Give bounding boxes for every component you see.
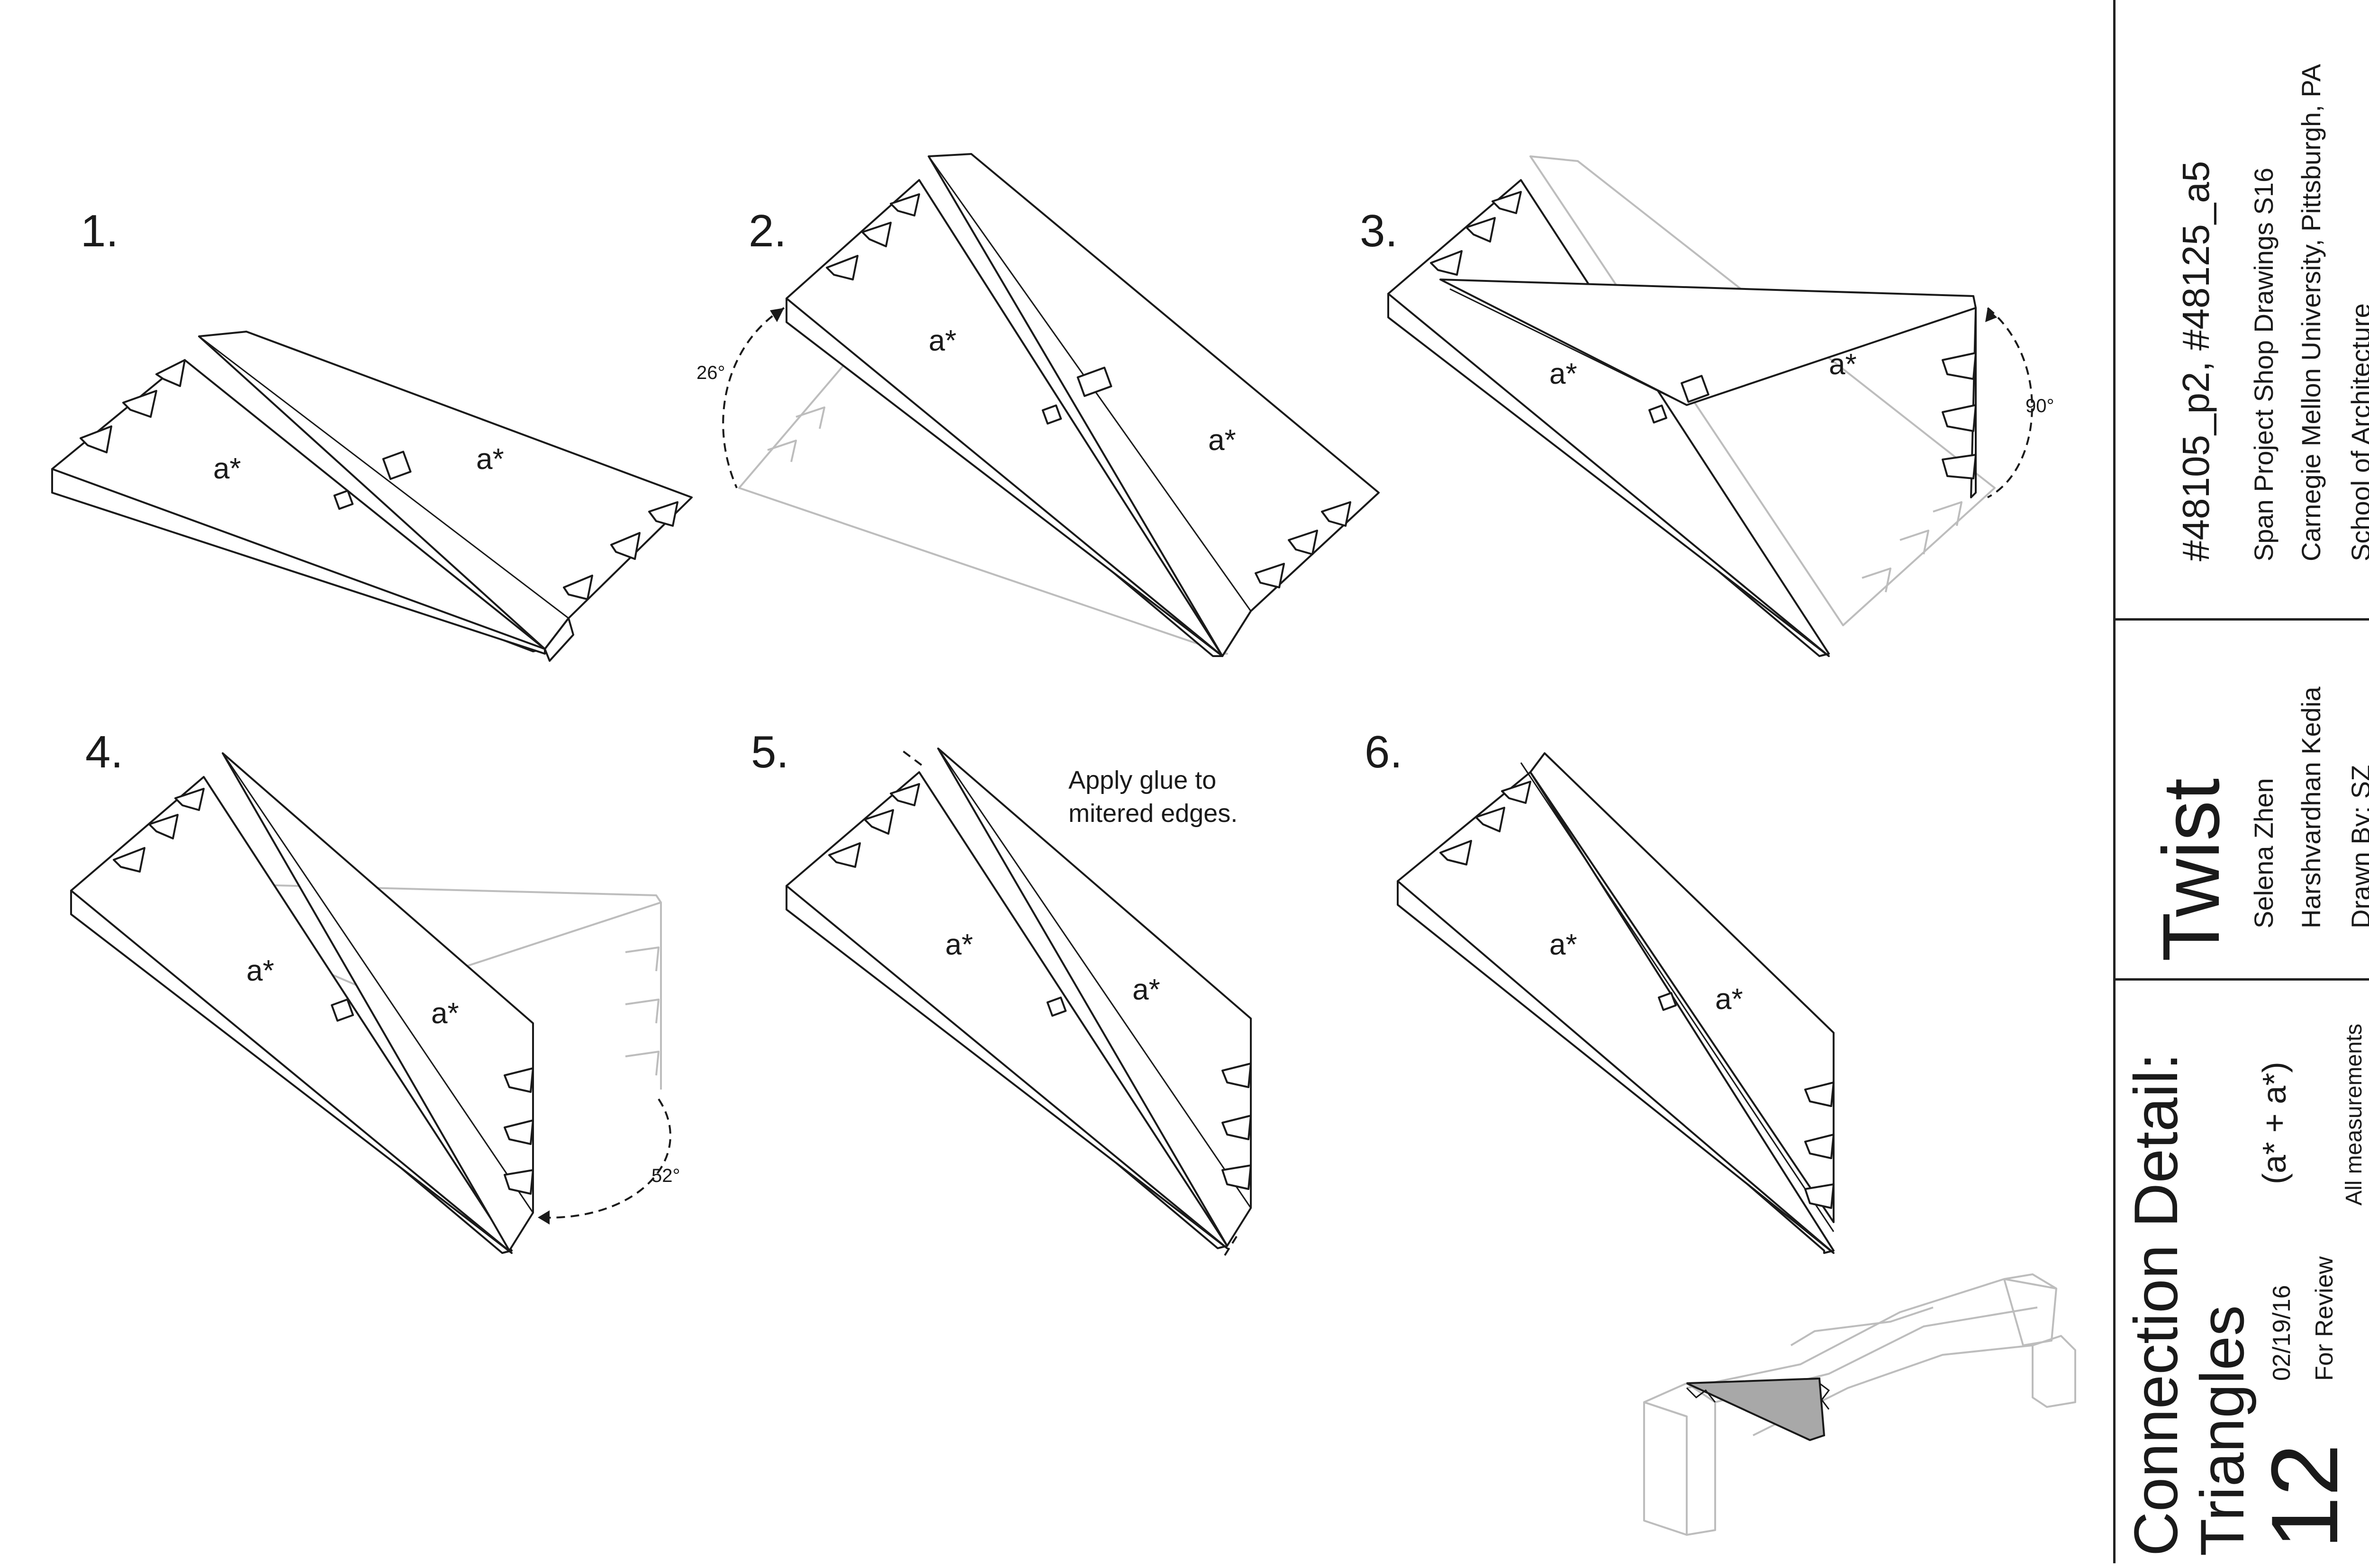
step-5-glue-arrow-bottom [1224,1235,1238,1256]
key-plan-diagram [1643,1273,2076,1536]
step-2-number: 2. [749,206,787,256]
measurements-note-line-1: All measurements [2342,1023,2367,1206]
step-5-label-left: a* [945,928,973,961]
step-5-left-dovetails [828,783,920,868]
step-6-right-dovetails [1804,1081,1835,1209]
step-2-angle: 26° [696,362,725,383]
step-1-diagram: 1. a* a* [51,206,693,662]
step-3-rotation-arc [1987,307,2033,498]
step-2-right-board [928,153,1380,657]
step-6-label-left: a* [1549,928,1577,961]
step-5-note-line-1: Apply glue to [1068,766,1216,794]
step-2-rotation-arc [722,307,785,488]
step-1-left-dovetails [80,359,186,453]
step-4-diagram: 4. 52° a* a* [70,727,680,1254]
step-1-label-left: a* [213,452,241,485]
step-4-right-dovetails [504,1067,534,1195]
author-1: Selena Zhen [2249,778,2279,928]
sheet-date: 02/19/16 [2268,1285,2296,1381]
step-3-right-dovetails [1942,352,1977,479]
drawn-by: Drawn By: SZ [2346,765,2369,928]
step-5-label-right: a* [1132,973,1160,1006]
step-2-diagram: 2. 26° a* a* [696,153,1380,657]
title-block-authors: Twist Selena Zhen Harshvardhan Kedia Dra… [2116,618,2369,981]
sheet-title-line-1: Connection Detail: [2121,1053,2190,1556]
sheet-status: For Review [2311,1256,2338,1381]
step-4-label-left: a* [246,955,274,987]
step-4-rotation-arc [537,1098,671,1219]
step-5-diagram: 5. Apply glue to mitered edges. a* a* [751,727,1252,1256]
formula: (a* + a*) [2256,1062,2293,1184]
step-6-number: 6. [1365,727,1402,777]
course-name: Span Project Shop Drawings S16 [2249,167,2279,561]
step-6-left-dovetails [1439,781,1531,865]
step-3-angle: 90° [2025,396,2054,416]
step-5-number: 5. [751,727,789,777]
step-2-label-left: a* [929,324,957,357]
author-2: Harshvardhan Kedia [2296,686,2326,928]
step-1-right-dovetails [563,501,678,600]
step-5-glue-arrow-top [902,750,922,766]
title-block: #48105_p2, #48125_a5 Span Project Shop D… [2113,0,2369,1563]
step-6-label-right: a* [1715,983,1743,1016]
step-4-angle: 52° [651,1165,680,1186]
title-block-project-info: #48105_p2, #48125_a5 Span Project Shop D… [2116,0,2369,618]
step-3-label-left: a* [1549,358,1577,390]
step-4-left-dovetails [113,788,205,873]
university-name: Carnegie Mellon University, Pittsburgh, … [2296,64,2326,561]
step-3-left-board [1387,179,1830,657]
sheet-number: 12 [2252,1443,2358,1549]
step-2-right-dovetails [1255,501,1351,588]
step-3-diagram: 3. 90° a* a* [1360,155,2054,657]
step-4-number: 4. [85,727,123,777]
step-3-label-right: a* [1829,348,1857,381]
step-4-label-right: a* [431,997,459,1030]
project-name: Twist [2146,778,2236,962]
step-1-label-right: a* [476,443,504,476]
step-2-label-right: a* [1208,424,1236,457]
step-3-left-dovetails [1430,191,1522,276]
sheet-title-line-2: Triangles [2188,1305,2257,1556]
step-3-number: 3. [1360,206,1398,256]
title-block-sheet-info: Connection Detail: Triangles (a* + a*) 1… [2116,978,2369,1568]
step-3-ghost-board [1529,155,1996,626]
step-1-number: 1. [81,206,118,256]
school-name: School of Architecture [2346,303,2369,561]
step-6-diagram: 6. a* a* [1365,727,1835,1254]
step-5-note-line-2: mitered edges. [1068,799,1238,828]
project-ids: #48105_p2, #48125_a5 [2175,161,2217,561]
step-5-right-dovetails [1221,1063,1252,1190]
step-2-left-dovetails [826,193,920,280]
key-plan-highlighted-piece [1686,1377,1826,1442]
